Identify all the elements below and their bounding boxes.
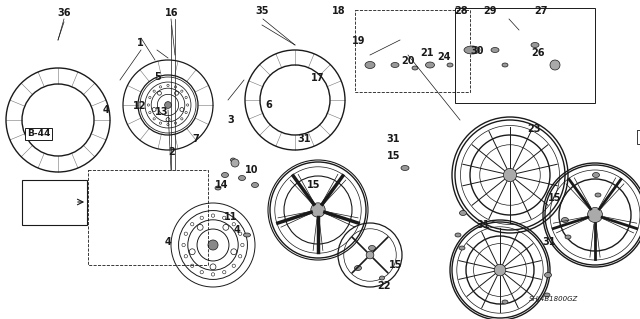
Ellipse shape <box>447 63 453 67</box>
Text: 16: 16 <box>164 8 179 18</box>
Ellipse shape <box>595 193 601 197</box>
Text: 14: 14 <box>215 180 229 190</box>
Ellipse shape <box>459 246 465 250</box>
Ellipse shape <box>545 272 552 278</box>
Circle shape <box>164 102 172 108</box>
Bar <box>637 130 640 144</box>
Text: 31: 31 <box>476 220 490 230</box>
Text: 27: 27 <box>534 6 548 16</box>
Text: 1: 1 <box>138 38 144 48</box>
Text: 4: 4 <box>234 225 240 235</box>
Bar <box>88 170 208 265</box>
Text: 29: 29 <box>483 6 497 16</box>
Text: 35: 35 <box>255 6 269 16</box>
Text: 12: 12 <box>132 101 147 111</box>
Ellipse shape <box>593 173 600 177</box>
Text: 26: 26 <box>531 48 545 58</box>
Text: 15: 15 <box>387 151 401 161</box>
Ellipse shape <box>460 211 467 216</box>
Text: 2: 2 <box>168 146 175 157</box>
Circle shape <box>366 251 374 259</box>
Text: 5: 5 <box>154 71 161 82</box>
Text: 28: 28 <box>454 6 468 16</box>
Ellipse shape <box>502 63 508 67</box>
Ellipse shape <box>464 46 480 54</box>
Text: 36: 36 <box>57 8 71 18</box>
Circle shape <box>231 159 239 167</box>
Ellipse shape <box>369 246 376 250</box>
Circle shape <box>208 240 218 250</box>
Text: SHJ4B1800GZ: SHJ4B1800GZ <box>529 296 578 302</box>
Text: 6: 6 <box>266 100 272 110</box>
Ellipse shape <box>355 265 362 271</box>
Circle shape <box>504 168 516 182</box>
Ellipse shape <box>426 62 435 68</box>
Ellipse shape <box>502 300 508 304</box>
Ellipse shape <box>380 276 385 280</box>
Text: 22: 22 <box>377 280 391 291</box>
Text: 31: 31 <box>542 237 556 248</box>
Ellipse shape <box>412 66 418 70</box>
Ellipse shape <box>230 158 236 162</box>
Ellipse shape <box>221 173 228 177</box>
Ellipse shape <box>544 293 550 297</box>
Ellipse shape <box>252 182 259 188</box>
Text: 21: 21 <box>420 48 434 58</box>
Text: 10: 10 <box>244 165 259 175</box>
Ellipse shape <box>239 175 246 181</box>
Text: 19: 19 <box>351 36 365 47</box>
Text: 4: 4 <box>164 237 171 248</box>
Text: 11: 11 <box>223 212 237 222</box>
Circle shape <box>494 264 506 276</box>
Text: 15: 15 <box>547 193 561 203</box>
Ellipse shape <box>243 233 250 237</box>
Ellipse shape <box>365 62 375 69</box>
Text: 4: 4 <box>102 105 109 115</box>
Text: 15: 15 <box>307 180 321 190</box>
Ellipse shape <box>391 63 399 68</box>
Ellipse shape <box>565 235 571 239</box>
Text: 31: 31 <box>297 134 311 144</box>
Ellipse shape <box>491 48 499 53</box>
Text: 17: 17 <box>311 73 325 83</box>
Text: B-44: B-44 <box>27 130 50 138</box>
Text: 23: 23 <box>527 124 541 134</box>
Bar <box>455 8 595 103</box>
Text: 3: 3 <box>227 115 234 125</box>
Text: 18: 18 <box>332 6 346 16</box>
Circle shape <box>550 60 560 70</box>
Circle shape <box>588 207 602 222</box>
Text: 31: 31 <box>387 134 401 144</box>
Text: 13: 13 <box>155 107 169 117</box>
Text: 7: 7 <box>193 134 199 144</box>
Ellipse shape <box>401 166 409 170</box>
Text: 20: 20 <box>401 56 415 66</box>
Ellipse shape <box>455 233 461 237</box>
Ellipse shape <box>561 218 568 222</box>
Ellipse shape <box>215 186 221 190</box>
Circle shape <box>311 203 325 217</box>
Bar <box>355 10 470 92</box>
Ellipse shape <box>531 42 539 48</box>
Text: 15: 15 <box>388 260 403 271</box>
Text: 24: 24 <box>436 52 451 63</box>
Bar <box>22 180 87 225</box>
Text: 30: 30 <box>470 46 484 56</box>
